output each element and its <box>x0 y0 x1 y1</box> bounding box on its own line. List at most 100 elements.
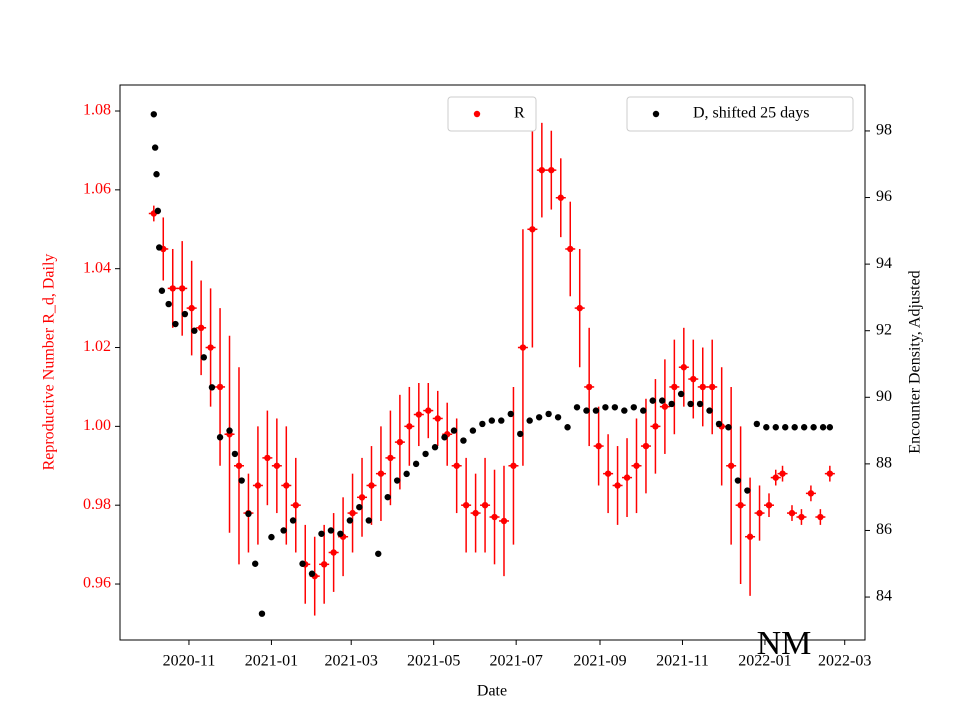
point <box>623 474 631 481</box>
point <box>365 517 372 524</box>
point <box>526 417 533 424</box>
point <box>744 487 751 494</box>
point <box>788 509 796 517</box>
point <box>252 560 259 567</box>
y-tick-label: 1.06 <box>83 181 111 198</box>
point <box>498 417 505 424</box>
legend-label: D, shifted 25 days <box>693 105 809 122</box>
point <box>763 424 770 431</box>
point <box>699 383 706 391</box>
point <box>191 327 198 334</box>
point <box>268 533 275 541</box>
point <box>661 403 669 410</box>
y2-tick-label: 96 <box>876 188 892 205</box>
point <box>652 423 659 430</box>
point <box>375 550 382 557</box>
point <box>696 400 704 408</box>
point <box>273 462 281 469</box>
y2-tick-label: 88 <box>876 455 892 472</box>
point <box>810 424 817 431</box>
point <box>320 561 328 568</box>
point <box>642 442 650 450</box>
point <box>337 530 344 537</box>
y2-tick-label: 90 <box>876 388 892 405</box>
point <box>772 474 779 481</box>
x-tick-label: 2021-03 <box>325 653 378 670</box>
point <box>557 194 564 201</box>
point <box>604 470 612 477</box>
point <box>765 501 773 509</box>
point <box>289 517 297 524</box>
point <box>715 420 723 428</box>
point <box>807 490 815 497</box>
point <box>798 513 805 521</box>
point <box>425 407 432 414</box>
point <box>178 285 186 292</box>
point <box>817 513 824 521</box>
x-tick-label: 2021-11 <box>656 653 709 670</box>
point <box>356 503 363 511</box>
point <box>592 407 600 414</box>
point <box>403 470 410 478</box>
point <box>469 427 477 434</box>
legend-marker <box>473 110 481 118</box>
point <box>346 517 354 524</box>
point <box>630 404 637 411</box>
x-tick-label: 2022-01 <box>738 653 791 670</box>
point <box>583 407 590 414</box>
point <box>358 494 366 501</box>
point <box>238 477 245 484</box>
point <box>725 424 732 431</box>
point <box>479 420 486 428</box>
y2-tick-label: 86 <box>876 521 892 538</box>
point <box>737 501 744 509</box>
x-tick-label: 2020-11 <box>163 653 216 670</box>
point <box>564 424 571 431</box>
point <box>500 517 508 525</box>
point <box>753 420 761 428</box>
legend-box <box>447 96 537 132</box>
point <box>460 437 467 444</box>
point <box>491 513 498 521</box>
point <box>264 454 271 462</box>
point <box>156 244 163 251</box>
point <box>677 390 685 398</box>
point <box>462 501 470 509</box>
point <box>746 533 754 540</box>
point <box>554 414 562 421</box>
point <box>567 245 574 253</box>
point <box>208 384 216 391</box>
point <box>197 324 205 332</box>
point <box>614 482 621 489</box>
point <box>535 414 543 421</box>
point <box>181 310 189 318</box>
point <box>800 424 808 431</box>
point <box>327 527 335 534</box>
point <box>308 570 316 577</box>
point <box>709 383 716 391</box>
point <box>377 470 385 477</box>
x-tick-label: 2021-07 <box>489 653 542 670</box>
point <box>595 442 602 450</box>
point <box>412 460 420 468</box>
point <box>826 424 834 431</box>
point <box>690 375 697 383</box>
legend-marker <box>652 110 660 118</box>
point <box>280 527 287 534</box>
point <box>782 424 789 431</box>
point <box>779 470 786 477</box>
point <box>396 438 404 446</box>
legend-box <box>626 96 854 132</box>
x-tick-label: 2022-03 <box>818 653 871 670</box>
y-tick-label: 1.04 <box>83 259 111 276</box>
point <box>154 207 162 215</box>
point <box>791 424 798 431</box>
y2-axis-label: Encounter Density, Adjusted <box>907 270 924 453</box>
plot-frame <box>119 84 866 641</box>
point <box>384 493 391 501</box>
point <box>611 404 619 411</box>
point <box>585 383 593 391</box>
point <box>165 300 172 308</box>
legend-label: R <box>514 105 525 122</box>
point <box>548 166 555 174</box>
